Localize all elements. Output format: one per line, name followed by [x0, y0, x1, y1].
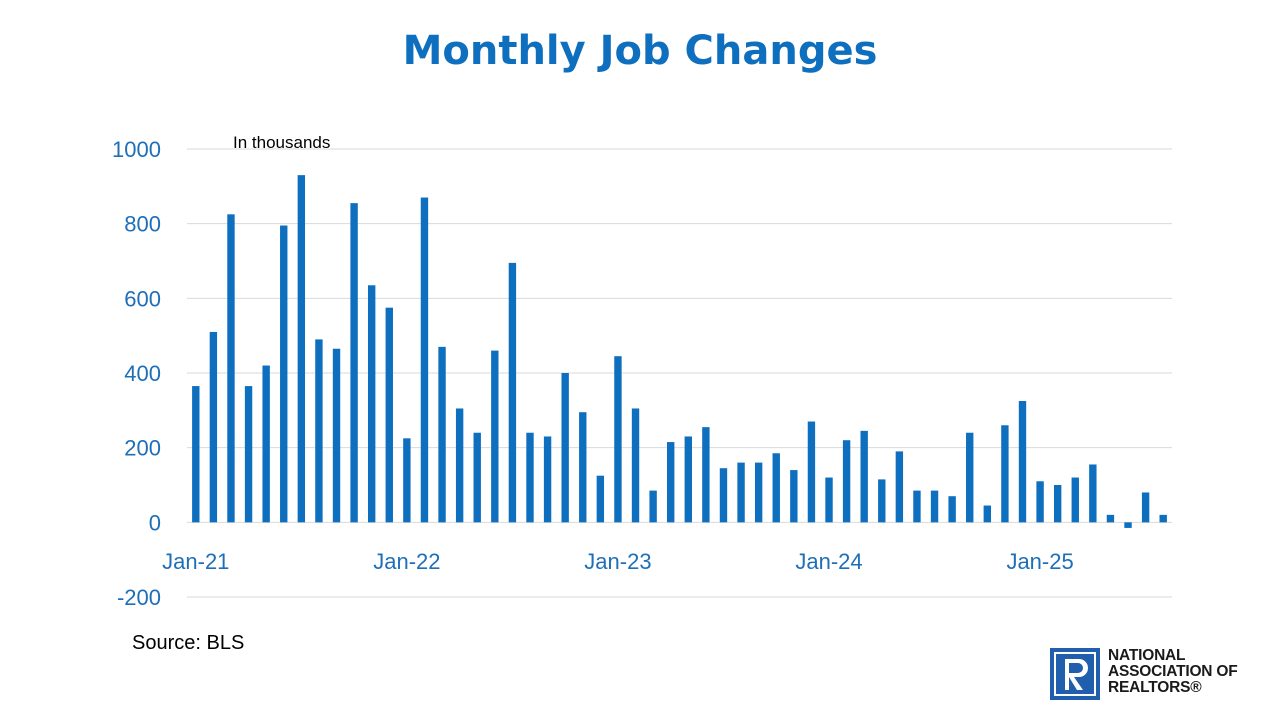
bar-dec-23 [807, 421, 816, 523]
bar-jun-21 [280, 225, 288, 523]
bar-jun-25 [1124, 522, 1132, 528]
bar-may-23 [684, 436, 692, 523]
bar-jun-24 [913, 490, 921, 523]
units-note: In thousands [233, 133, 330, 152]
bar-jan-21 [192, 386, 200, 523]
bar-may-22 [473, 432, 481, 523]
logo-line-realtors: REALTORS® [1108, 679, 1202, 696]
bar-jul-25 [1141, 492, 1150, 523]
y-tick-label: 0 [149, 510, 161, 535]
x-tick-label: Jan-21 [162, 549, 229, 574]
bar-jan-22 [403, 438, 411, 523]
bar-feb-25 [1053, 485, 1062, 523]
logo-line-national: NATIONAL [1108, 647, 1186, 664]
bar-apr-25 [1089, 464, 1097, 523]
bar-jul-24 [930, 490, 939, 523]
y-axis-tick-labels: -200 0 200 400 600 800 1000 [112, 137, 161, 610]
bar-oct-23 [772, 453, 780, 523]
bar-feb-23 [631, 408, 640, 523]
bar-jan-23 [614, 356, 622, 523]
bar-jul-21 [297, 175, 306, 523]
chart-title: Monthly Job Changes [402, 28, 878, 74]
bars [192, 175, 1167, 528]
x-tick-label: Jan-23 [584, 549, 651, 574]
y-tick-label: 800 [124, 212, 161, 237]
bar-dec-24 [1018, 401, 1027, 523]
bar-jul-23 [719, 468, 728, 523]
bar-dec-22 [596, 475, 605, 523]
nar-logo: NATIONAL ASSOCIATION OF REALTORS® [1050, 648, 1265, 702]
logo-line-association: ASSOCIATION OF [1108, 663, 1238, 680]
bar-jan-25 [1036, 481, 1044, 523]
bar-oct-22 [561, 373, 569, 523]
bar-feb-21 [209, 331, 218, 523]
bar-apr-21 [244, 386, 253, 523]
bar-dec-21 [385, 307, 393, 523]
bar-aug-25 [1159, 514, 1167, 523]
bar-mar-21 [227, 214, 235, 523]
source-note: Source: BLS [132, 632, 245, 654]
bar-sep-24 [966, 432, 974, 523]
nar-wordmark: NATIONAL ASSOCIATION OF REALTORS® [1108, 648, 1268, 696]
x-tick-label: Jan-25 [1006, 549, 1073, 574]
bar-nov-22 [579, 412, 587, 523]
bar-jul-22 [508, 262, 517, 523]
bar-mar-25 [1071, 477, 1079, 523]
bar-oct-24 [983, 505, 992, 523]
bar-mar-22 [438, 346, 446, 523]
bar-sep-23 [754, 462, 763, 523]
x-tick-label: Jan-22 [373, 549, 440, 574]
y-tick-label: 200 [124, 436, 161, 461]
bar-jan-24 [825, 477, 833, 523]
bar-may-25 [1106, 514, 1115, 523]
bar-mar-24 [860, 430, 868, 523]
bar-apr-22 [455, 408, 464, 523]
y-tick-label: 600 [124, 286, 161, 311]
bar-feb-22 [420, 197, 429, 523]
bar-nov-21 [367, 285, 376, 523]
bar-sep-22 [543, 436, 552, 523]
y-tick-label: -200 [117, 585, 161, 610]
bar-oct-21 [350, 203, 358, 523]
realtor-r-logo-icon [1050, 648, 1100, 700]
bar-apr-24 [878, 479, 886, 523]
x-axis-tick-labels: Jan-21 Jan-22 Jan-23 Jan-24 Jan-25 [162, 549, 1074, 574]
bar-aug-23 [737, 462, 745, 523]
bar-nov-23 [790, 470, 798, 523]
bar-may-21 [262, 365, 270, 523]
bar-aug-24 [948, 496, 956, 523]
bar-may-24 [895, 451, 904, 523]
y-tick-label: 1000 [112, 137, 161, 162]
bar-aug-22 [526, 432, 534, 523]
bar-jun-23 [702, 427, 710, 523]
bar-feb-24 [842, 440, 851, 523]
bar-sep-21 [332, 348, 341, 523]
x-tick-label: Jan-24 [795, 549, 862, 574]
bar-apr-23 [667, 442, 675, 523]
bar-mar-23 [649, 490, 657, 523]
bar-nov-24 [1001, 425, 1009, 523]
y-tick-label: 400 [124, 361, 161, 386]
bar-aug-21 [315, 339, 323, 523]
bar-jun-22 [491, 350, 499, 523]
